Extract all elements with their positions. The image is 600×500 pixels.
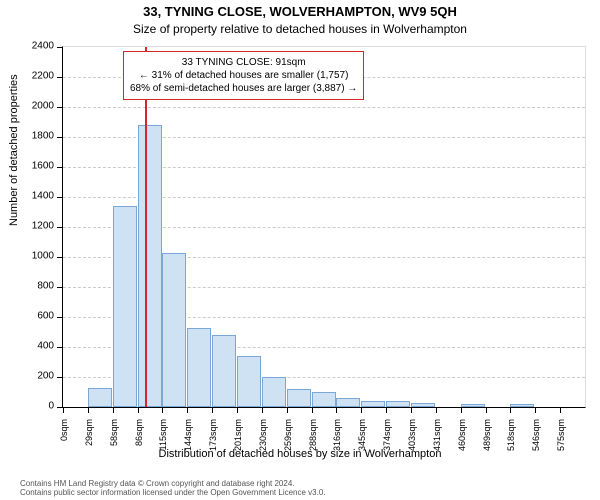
annotation-box: 33 TYNING CLOSE: 91sqm ← 31% of detached… [123, 51, 364, 100]
y-tick [57, 137, 63, 138]
footer-line2: Contains public sector information licen… [20, 489, 600, 498]
y-tick-label: 1400 [14, 191, 54, 202]
histogram-bar [88, 388, 112, 408]
x-tick-label: 316sqm [332, 419, 342, 459]
histogram-bar [138, 125, 162, 407]
histogram-bar [287, 389, 311, 407]
chart-title-sub: Size of property relative to detached ho… [0, 22, 600, 36]
x-tick-label: 173sqm [208, 419, 218, 459]
y-tick [57, 347, 63, 348]
x-tick [262, 407, 263, 413]
y-tick-label: 0 [14, 401, 54, 412]
histogram-bar [336, 398, 360, 407]
histogram-bar [461, 404, 485, 407]
histogram-bar [361, 401, 385, 407]
x-tick [138, 407, 139, 413]
x-tick-label: 29sqm [84, 419, 94, 459]
y-tick [57, 287, 63, 288]
x-tick-label: 374sqm [382, 419, 392, 459]
histogram-bar [312, 392, 336, 407]
y-tick [57, 47, 63, 48]
x-tick-label: 58sqm [109, 419, 119, 459]
x-tick [560, 407, 561, 413]
x-tick-label: 86sqm [134, 419, 144, 459]
y-tick-label: 200 [14, 371, 54, 382]
y-tick-label: 1200 [14, 221, 54, 232]
histogram-bar [162, 253, 186, 408]
y-tick [57, 197, 63, 198]
x-tick-label: 259sqm [283, 419, 293, 459]
y-tick [57, 77, 63, 78]
x-tick [461, 407, 462, 413]
histogram-bar [212, 335, 236, 407]
x-tick-label: 575sqm [556, 419, 566, 459]
x-tick-label: 546sqm [531, 419, 541, 459]
x-tick [212, 407, 213, 413]
x-tick [386, 407, 387, 413]
x-tick-label: 230sqm [258, 419, 268, 459]
x-tick-label: 403sqm [407, 419, 417, 459]
y-tick-label: 600 [14, 311, 54, 322]
x-tick-label: 460sqm [457, 419, 467, 459]
y-axis-label: Number of detached properties [8, 74, 20, 226]
x-tick-label: 518sqm [506, 419, 516, 459]
x-tick [312, 407, 313, 413]
y-tick-label: 2200 [14, 71, 54, 82]
chart-title-main: 33, TYNING CLOSE, WOLVERHAMPTON, WV9 5QH [0, 4, 600, 19]
histogram-bar [411, 403, 435, 408]
x-tick-label: 489sqm [482, 419, 492, 459]
x-tick [237, 407, 238, 413]
chart-container: 33, TYNING CLOSE, WOLVERHAMPTON, WV9 5QH… [0, 0, 600, 500]
annotation-line3: 68% of semi-detached houses are larger (… [130, 82, 357, 95]
x-tick-label: 144sqm [183, 419, 193, 459]
y-tick-label: 1000 [14, 251, 54, 262]
y-tick [57, 257, 63, 258]
x-tick [287, 407, 288, 413]
histogram-bar [510, 404, 534, 407]
marker-line [145, 47, 147, 407]
x-tick [162, 407, 163, 413]
x-tick [361, 407, 362, 413]
y-tick-label: 1600 [14, 161, 54, 172]
x-tick-label: 288sqm [308, 419, 318, 459]
x-tick [187, 407, 188, 413]
x-tick [63, 407, 64, 413]
x-tick-label: 115sqm [158, 419, 168, 459]
plot-area: 33 TYNING CLOSE: 91sqm ← 31% of detached… [62, 46, 586, 408]
y-tick [57, 317, 63, 318]
histogram-bar [113, 206, 137, 407]
x-tick [535, 407, 536, 413]
y-tick [57, 107, 63, 108]
y-tick-label: 400 [14, 341, 54, 352]
x-tick [113, 407, 114, 413]
y-tick [57, 377, 63, 378]
x-tick-label: 0sqm [59, 419, 69, 459]
y-tick-label: 800 [14, 281, 54, 292]
annotation-line1: 33 TYNING CLOSE: 91sqm [130, 56, 357, 69]
histogram-bar [262, 377, 286, 407]
x-tick [486, 407, 487, 413]
x-tick [510, 407, 511, 413]
x-tick [336, 407, 337, 413]
x-tick [88, 407, 89, 413]
footer-attribution: Contains HM Land Registry data © Crown c… [0, 480, 600, 498]
y-tick-label: 2000 [14, 101, 54, 112]
x-tick-label: 201sqm [233, 419, 243, 459]
y-tick-label: 2400 [14, 41, 54, 52]
y-tick-label: 1800 [14, 131, 54, 142]
y-tick [57, 227, 63, 228]
histogram-bar [386, 401, 410, 407]
x-tick-label: 345sqm [357, 419, 367, 459]
x-tick [411, 407, 412, 413]
y-tick [57, 167, 63, 168]
annotation-line2: ← 31% of detached houses are smaller (1,… [130, 69, 357, 82]
histogram-bar [187, 328, 211, 408]
histogram-bar [237, 356, 261, 407]
gridline [63, 107, 585, 108]
x-tick [436, 407, 437, 413]
x-tick-label: 431sqm [432, 419, 442, 459]
